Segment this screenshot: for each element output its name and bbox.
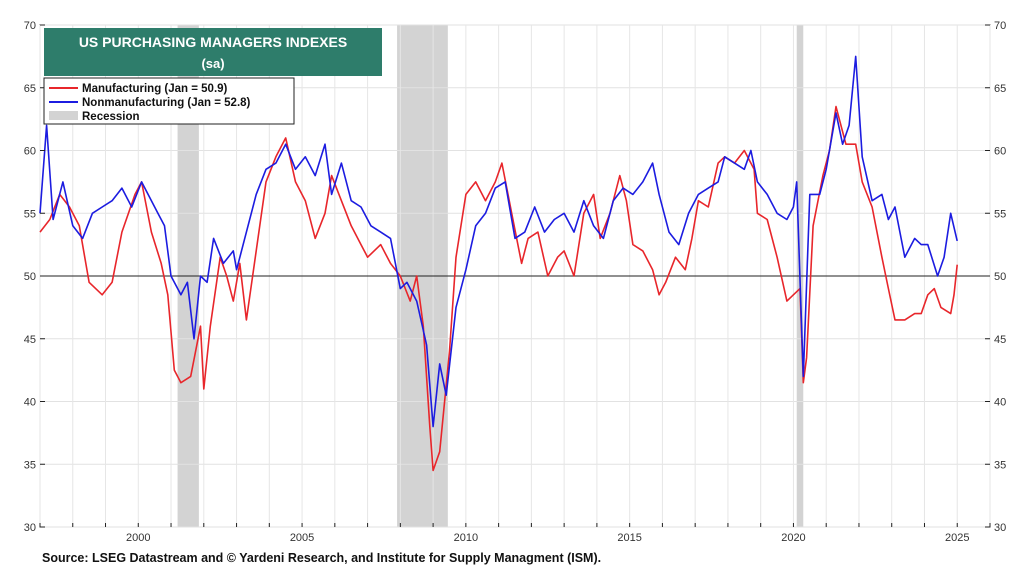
chart-subtitle: (sa) — [201, 56, 224, 71]
legend-label-manufacturing: Manufacturing (Jan = 50.9) — [82, 83, 228, 95]
y-tick-label-left-40: 40 — [24, 397, 36, 409]
y-tick-label-right-60: 60 — [994, 146, 1006, 158]
chart-title: US PURCHASING MANAGERS INDEXES — [79, 34, 347, 50]
series-line-nonmanufacturing — [39, 55, 958, 428]
series-lines — [39, 55, 958, 472]
x-tick-label-2025: 2025 — [945, 532, 969, 544]
y-tick-label-left-70: 70 — [24, 20, 36, 32]
y-tick-label-left-30: 30 — [24, 522, 36, 534]
x-tick-label-2010: 2010 — [454, 532, 478, 544]
y-tick-label-right-45: 45 — [994, 334, 1006, 346]
y-tick-label-left-60: 60 — [24, 146, 36, 158]
y-tick-label-left-45: 45 — [24, 334, 36, 346]
x-tick-label-2005: 2005 — [290, 532, 314, 544]
y-tick-label-right-70: 70 — [994, 20, 1006, 32]
y-tick-label-right-40: 40 — [994, 397, 1006, 409]
y-tick-label-left-65: 65 — [24, 83, 36, 95]
y-tick-label-right-55: 55 — [994, 208, 1006, 220]
y-tick-label-left-35: 35 — [24, 459, 36, 471]
legend-swatch-recession — [49, 111, 78, 120]
y-tick-label-right-35: 35 — [994, 459, 1006, 471]
x-tick-label-2020: 2020 — [781, 532, 805, 544]
legend: Manufacturing (Jan = 50.9) Nonmanufactur… — [43, 77, 295, 125]
y-tick-label-left-50: 50 — [24, 271, 36, 283]
source-note: Source: LSEG Datastream and © Yardeni Re… — [42, 551, 602, 565]
axis-labels: 30 30 35 35 40 40 45 45 50 50 55 55 60 60 65 65 70 70 2000… — [24, 20, 1007, 544]
x-tick-label-2015: 2015 — [617, 532, 641, 544]
y-tick-label-right-65: 65 — [994, 83, 1006, 95]
y-tick-label-right-50: 50 — [994, 271, 1006, 283]
x-tick-label-2000: 2000 — [126, 532, 150, 544]
title-background — [44, 28, 382, 76]
legend-label-nonmanufacturing: Nonmanufacturing (Jan = 52.8) — [82, 97, 251, 109]
legend-label-recession: Recession — [82, 111, 140, 123]
title-box: US PURCHASING MANAGERS INDEXES (sa) — [44, 28, 382, 76]
y-tick-label-left-55: 55 — [24, 208, 36, 220]
legend-box — [43, 77, 295, 125]
y-tick-label-right-30: 30 — [994, 522, 1006, 534]
